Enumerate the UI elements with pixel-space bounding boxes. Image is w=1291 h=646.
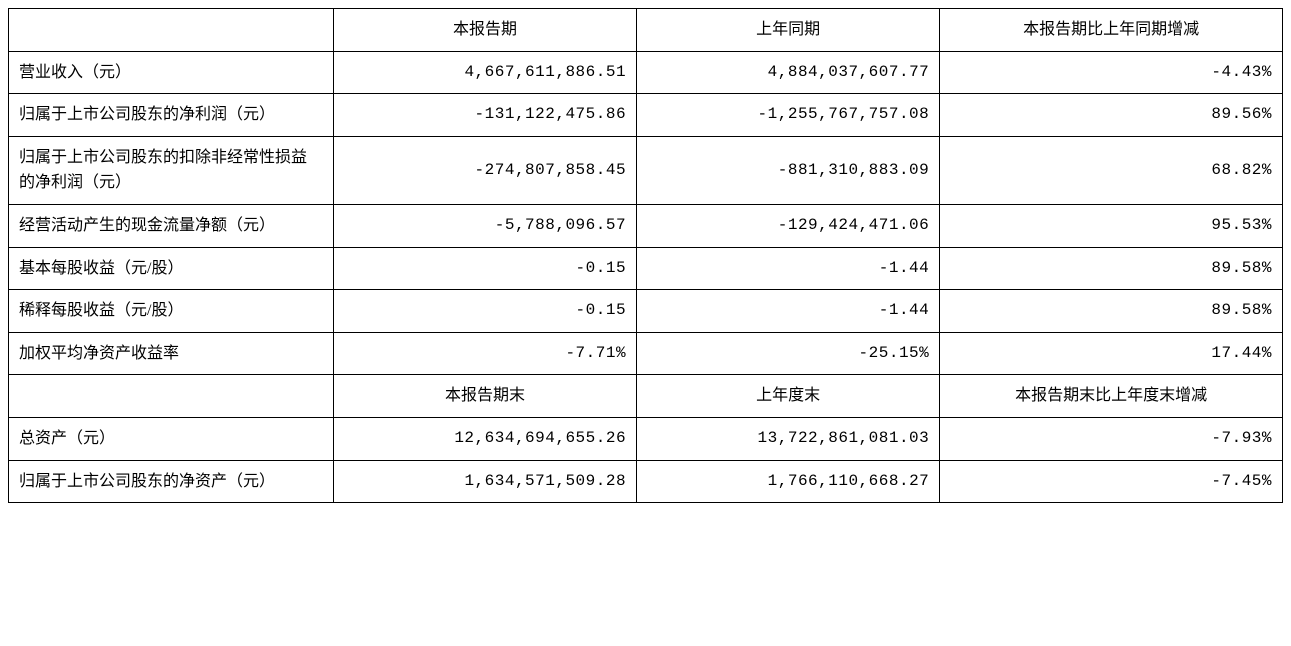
header-row-1: 本报告期 上年同期 本报告期比上年同期增减 [9, 9, 1283, 52]
row-label: 经营活动产生的现金流量净额（元） [9, 204, 334, 247]
cell-value: -5,788,096.57 [333, 204, 636, 247]
col-header: 本报告期 [333, 9, 636, 52]
cell-value: 4,667,611,886.51 [333, 51, 636, 94]
table-row: 基本每股收益（元/股） -0.15 -1.44 89.58% [9, 247, 1283, 290]
col-header: 本报告期比上年同期增减 [940, 9, 1283, 52]
cell-value: -7.93% [940, 417, 1283, 460]
header-row-2: 本报告期末 上年度末 本报告期末比上年度末增减 [9, 375, 1283, 418]
col-header: 本报告期末 [333, 375, 636, 418]
table-body: 本报告期 上年同期 本报告期比上年同期增减 营业收入（元） 4,667,611,… [9, 9, 1283, 503]
cell-value: 4,884,037,607.77 [637, 51, 940, 94]
cell-value: -131,122,475.86 [333, 94, 636, 137]
cell-value: 95.53% [940, 204, 1283, 247]
cell-value: 1,766,110,668.27 [637, 460, 940, 503]
cell-value: -1,255,767,757.08 [637, 94, 940, 137]
blank-header [9, 375, 334, 418]
cell-value: -881,310,883.09 [637, 136, 940, 204]
table-row: 营业收入（元） 4,667,611,886.51 4,884,037,607.7… [9, 51, 1283, 94]
table-row: 归属于上市公司股东的净资产（元） 1,634,571,509.28 1,766,… [9, 460, 1283, 503]
cell-value: -0.15 [333, 290, 636, 333]
cell-value: -1.44 [637, 290, 940, 333]
cell-value: -7.45% [940, 460, 1283, 503]
row-label: 总资产（元） [9, 417, 334, 460]
cell-value: -1.44 [637, 247, 940, 290]
cell-value: -25.15% [637, 332, 940, 375]
cell-value: 89.58% [940, 247, 1283, 290]
table-row: 归属于上市公司股东的净利润（元） -131,122,475.86 -1,255,… [9, 94, 1283, 137]
cell-value: -4.43% [940, 51, 1283, 94]
row-label: 加权平均净资产收益率 [9, 332, 334, 375]
cell-value: -274,807,858.45 [333, 136, 636, 204]
col-header: 上年度末 [637, 375, 940, 418]
cell-value: 89.58% [940, 290, 1283, 333]
row-label: 归属于上市公司股东的净资产（元） [9, 460, 334, 503]
row-label: 归属于上市公司股东的扣除非经常性损益的净利润（元） [9, 136, 334, 204]
col-header: 本报告期末比上年度末增减 [940, 375, 1283, 418]
cell-value: 17.44% [940, 332, 1283, 375]
table-row: 总资产（元） 12,634,694,655.26 13,722,861,081.… [9, 417, 1283, 460]
cell-value: -0.15 [333, 247, 636, 290]
row-label: 稀释每股收益（元/股） [9, 290, 334, 333]
table-row: 稀释每股收益（元/股） -0.15 -1.44 89.58% [9, 290, 1283, 333]
table-row: 归属于上市公司股东的扣除非经常性损益的净利润（元） -274,807,858.4… [9, 136, 1283, 204]
table-row: 加权平均净资产收益率 -7.71% -25.15% 17.44% [9, 332, 1283, 375]
cell-value: -7.71% [333, 332, 636, 375]
financial-table: 本报告期 上年同期 本报告期比上年同期增减 营业收入（元） 4,667,611,… [8, 8, 1283, 503]
row-label: 归属于上市公司股东的净利润（元） [9, 94, 334, 137]
row-label: 基本每股收益（元/股） [9, 247, 334, 290]
cell-value: 12,634,694,655.26 [333, 417, 636, 460]
row-label: 营业收入（元） [9, 51, 334, 94]
col-header: 上年同期 [637, 9, 940, 52]
blank-header [9, 9, 334, 52]
cell-value: 68.82% [940, 136, 1283, 204]
cell-value: 1,634,571,509.28 [333, 460, 636, 503]
cell-value: 89.56% [940, 94, 1283, 137]
cell-value: -129,424,471.06 [637, 204, 940, 247]
cell-value: 13,722,861,081.03 [637, 417, 940, 460]
table-row: 经营活动产生的现金流量净额（元） -5,788,096.57 -129,424,… [9, 204, 1283, 247]
